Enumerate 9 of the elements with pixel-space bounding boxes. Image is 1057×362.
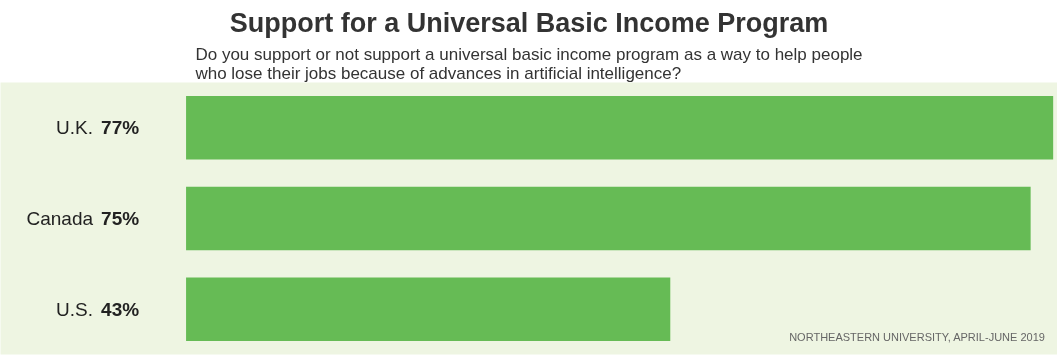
y-tick-label: Canada [26,208,94,229]
data-label: 75% [101,208,140,229]
data-label: 77% [101,117,140,139]
y-tick-label: U.K. [56,117,94,139]
annotation: NORTHEASTERN UNIVERSITY, APRIL-JUNE 2019 [789,330,1045,343]
chart-subtitle: Do you support or not support a universal basic income program as a way to help people who lose their jobs because of advances in artificial intelligence? [194,44,863,83]
data-label: 43% [101,298,140,320]
y-tick-label: U.S. [56,298,94,320]
chart-title: Support for a Universal Basic Income Program [229,7,829,38]
